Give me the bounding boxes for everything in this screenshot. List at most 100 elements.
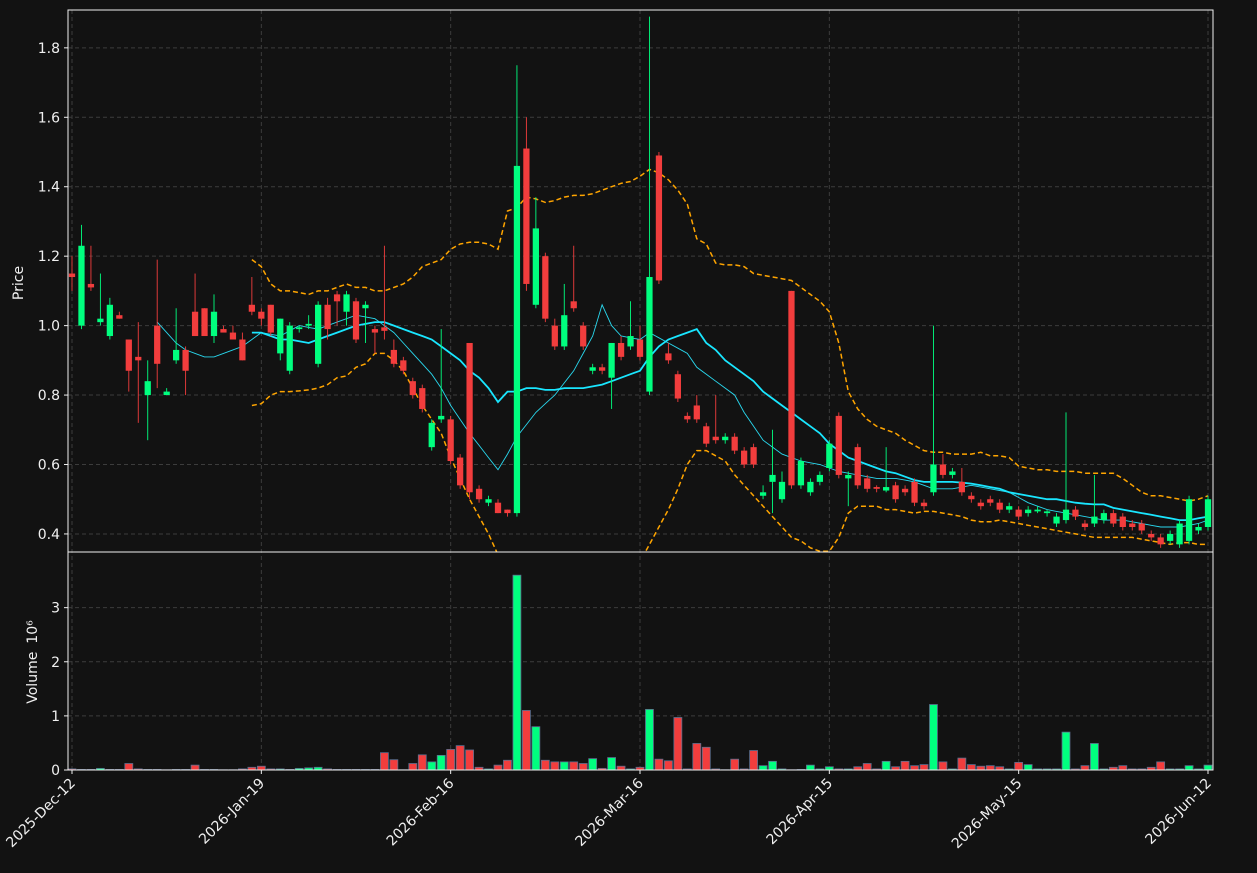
candle-body	[1034, 509, 1041, 512]
candle-body	[267, 304, 274, 333]
candle-body	[125, 339, 132, 371]
candle-body	[608, 342, 615, 378]
candle-body	[589, 367, 596, 371]
volume-bar	[512, 574, 522, 770]
candle-body	[949, 471, 956, 475]
volume-bar	[682, 768, 692, 770]
candle-body	[741, 450, 748, 465]
candle-body	[1072, 509, 1079, 517]
candle-body	[769, 474, 776, 482]
x-tick-label: 2026-Feb-16	[384, 775, 458, 849]
candle-body	[286, 325, 293, 371]
candle-body	[532, 228, 539, 305]
volume-bar	[1014, 762, 1024, 770]
volume-bar	[758, 765, 768, 770]
volume-label: Volume	[25, 652, 41, 704]
volume-bar	[910, 765, 919, 770]
volume-bar	[843, 768, 853, 770]
candle-body	[1015, 509, 1022, 517]
y-tick-label: 0.4	[38, 527, 60, 543]
candle-body	[854, 447, 861, 486]
candle-body	[826, 443, 833, 468]
candle-body	[333, 294, 341, 302]
candle-body	[580, 325, 587, 347]
volume-bar	[294, 767, 304, 770]
volume-bar	[957, 757, 967, 770]
candle-body	[1167, 533, 1174, 541]
candle-body	[759, 492, 767, 496]
candle-body	[1081, 523, 1089, 528]
volume-bar	[1137, 768, 1147, 770]
volume-bar	[446, 749, 456, 770]
candle-body	[78, 245, 85, 326]
candle-body	[400, 360, 407, 371]
candle-body	[1157, 537, 1164, 545]
candle-body	[381, 327, 388, 331]
candle-body	[561, 315, 568, 347]
volume-bar	[749, 750, 758, 770]
candle-body	[229, 332, 237, 340]
volume-bar	[1004, 768, 1014, 770]
volume-bar	[929, 704, 938, 770]
candle-body	[182, 349, 189, 371]
volume-bar	[768, 760, 777, 770]
volume-bar	[777, 768, 787, 770]
candle-body	[1053, 516, 1060, 524]
candle-body	[977, 502, 984, 507]
volume-bar	[323, 768, 332, 770]
candle-body	[646, 277, 653, 392]
candle-body	[958, 481, 965, 493]
candle-body	[1195, 527, 1202, 531]
volume-bar	[540, 759, 550, 770]
x-tick-label: 2026-Jun-12	[1143, 776, 1215, 848]
candle-body	[390, 349, 397, 364]
candle-body	[807, 481, 814, 493]
y-tick-label: 1.8	[38, 41, 60, 57]
candle-body	[911, 481, 918, 503]
volume-bar	[806, 764, 815, 770]
candle-body	[324, 304, 331, 330]
volume-bar	[701, 746, 711, 770]
candle-body	[674, 374, 681, 399]
volume-bar	[1099, 768, 1109, 770]
candle-body	[409, 381, 416, 396]
volume-bar	[578, 763, 588, 770]
volume-bar	[711, 768, 721, 770]
candle-body	[239, 339, 246, 361]
volume-bar	[1080, 765, 1090, 770]
volume-bar	[1156, 761, 1166, 770]
volume-bar	[626, 768, 635, 770]
y-tick-label: 2	[51, 655, 60, 671]
candle-body	[788, 290, 795, 486]
indicator-line	[251, 168, 1209, 502]
volume-bar	[919, 764, 929, 770]
volume-bar	[465, 749, 474, 770]
volume-bar	[522, 710, 531, 770]
candle-body	[1129, 523, 1136, 528]
candle-body	[220, 329, 227, 333]
candle-body	[684, 415, 691, 420]
volume-bar	[493, 764, 503, 770]
volume-bar	[380, 752, 389, 770]
volume-bar	[976, 765, 986, 770]
volume-bar	[881, 760, 891, 770]
y-tick-label: 1.2	[38, 249, 60, 265]
volume-bar	[645, 708, 654, 770]
volume-bar	[654, 758, 664, 770]
indicator-line	[251, 352, 1208, 552]
volume-bar	[484, 768, 493, 770]
x-tick-label: 2026-Apr-15	[764, 776, 837, 849]
volume-bar	[455, 745, 465, 770]
candle-body	[703, 426, 710, 444]
y-tick-label: 1.6	[38, 110, 60, 126]
candle-body	[1025, 509, 1032, 514]
volume-bar	[1071, 768, 1080, 770]
volume-bar	[664, 760, 673, 770]
volume-bar	[531, 726, 541, 770]
y-tick-label: 3	[51, 601, 60, 617]
candle-body	[930, 464, 937, 493]
volume-bar	[588, 758, 598, 770]
volume-bar	[1165, 768, 1175, 770]
candle-body	[144, 381, 151, 396]
